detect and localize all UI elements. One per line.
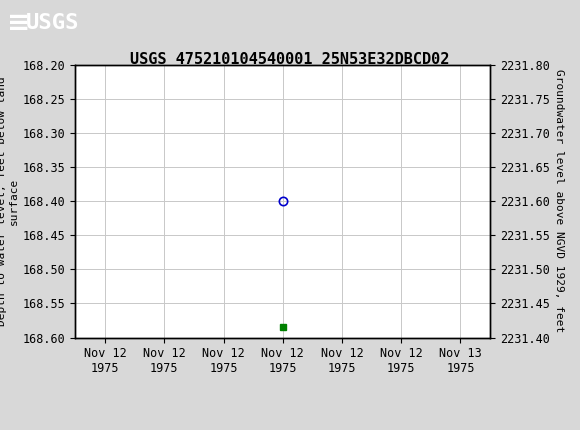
Text: USGS 475210104540001 25N53E32DBCD02: USGS 475210104540001 25N53E32DBCD02: [130, 52, 450, 67]
Text: ≡: ≡: [7, 9, 30, 37]
Y-axis label: Depth to water level, feet below land
surface: Depth to water level, feet below land su…: [0, 76, 19, 326]
Y-axis label: Groundwater level above NGVD 1929, feet: Groundwater level above NGVD 1929, feet: [553, 69, 564, 333]
Text: USGS: USGS: [26, 12, 79, 33]
